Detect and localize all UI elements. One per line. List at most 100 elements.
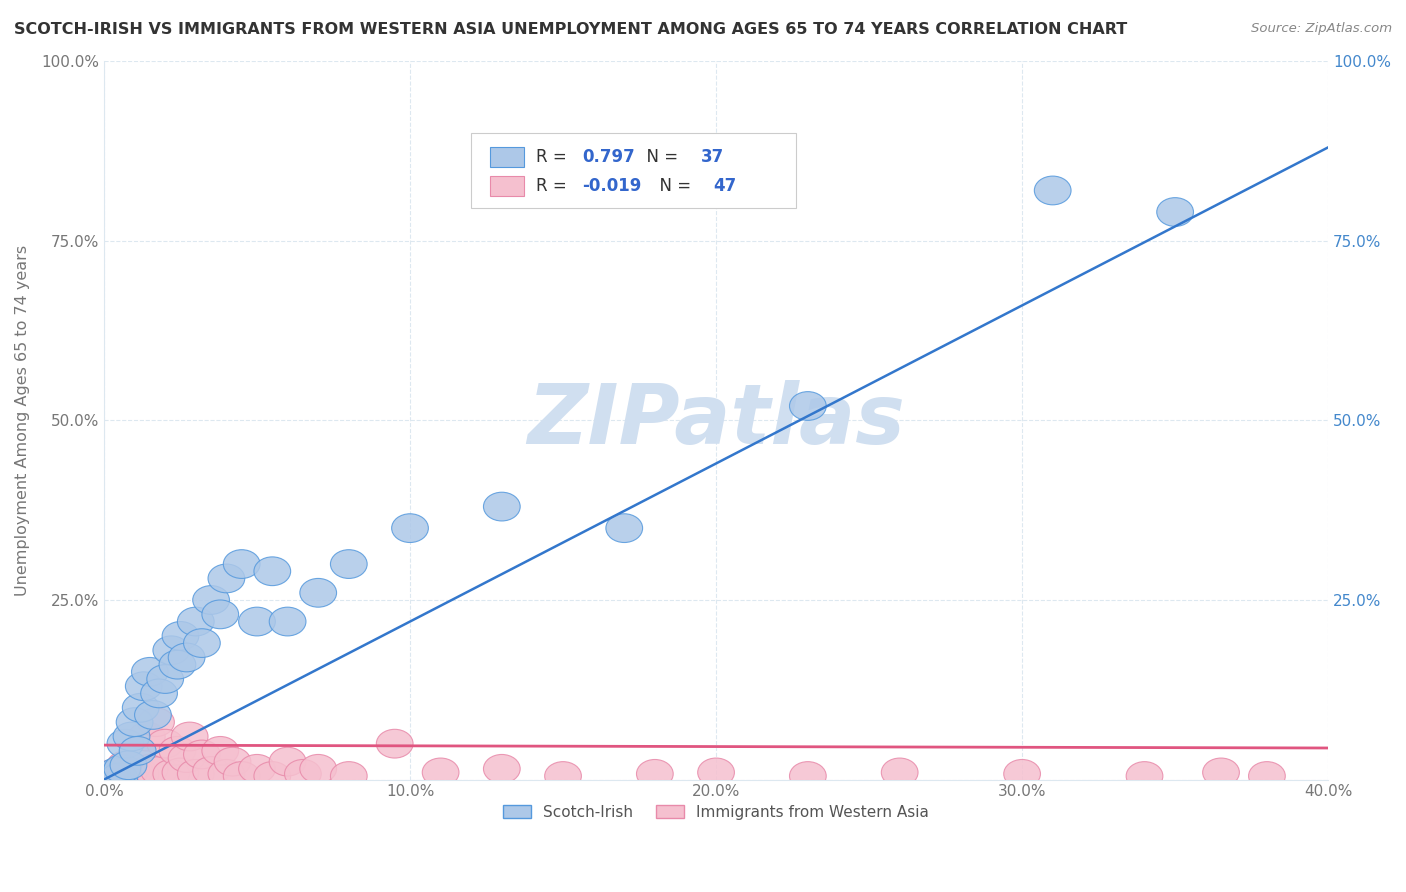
Ellipse shape	[98, 763, 135, 791]
FancyBboxPatch shape	[471, 133, 796, 209]
Ellipse shape	[422, 758, 458, 787]
Ellipse shape	[101, 758, 138, 787]
Ellipse shape	[330, 762, 367, 790]
Ellipse shape	[208, 759, 245, 789]
Text: N =: N =	[637, 148, 683, 167]
Ellipse shape	[284, 759, 321, 789]
Ellipse shape	[146, 665, 184, 693]
Ellipse shape	[377, 730, 413, 758]
Ellipse shape	[1126, 762, 1163, 790]
Ellipse shape	[146, 730, 184, 758]
Ellipse shape	[104, 762, 141, 790]
Ellipse shape	[125, 672, 162, 700]
Ellipse shape	[169, 744, 205, 772]
Ellipse shape	[122, 693, 159, 723]
Ellipse shape	[224, 549, 260, 578]
Ellipse shape	[153, 759, 190, 789]
Ellipse shape	[790, 392, 827, 420]
Ellipse shape	[117, 756, 153, 785]
Ellipse shape	[193, 586, 229, 615]
Ellipse shape	[135, 700, 172, 730]
Ellipse shape	[184, 629, 221, 657]
Ellipse shape	[117, 707, 153, 737]
Ellipse shape	[392, 514, 429, 542]
Ellipse shape	[1202, 758, 1239, 787]
Ellipse shape	[299, 578, 336, 607]
Ellipse shape	[141, 756, 177, 785]
Text: R =: R =	[536, 148, 572, 167]
Ellipse shape	[254, 557, 291, 586]
Ellipse shape	[193, 756, 229, 785]
Text: SCOTCH-IRISH VS IMMIGRANTS FROM WESTERN ASIA UNEMPLOYMENT AMONG AGES 65 TO 74 YE: SCOTCH-IRISH VS IMMIGRANTS FROM WESTERN …	[14, 22, 1128, 37]
Ellipse shape	[202, 600, 239, 629]
Ellipse shape	[128, 723, 165, 751]
Ellipse shape	[202, 737, 239, 765]
Ellipse shape	[790, 762, 827, 790]
Ellipse shape	[132, 755, 169, 783]
Ellipse shape	[637, 759, 673, 789]
Ellipse shape	[1157, 198, 1194, 227]
Ellipse shape	[94, 759, 132, 789]
Ellipse shape	[159, 650, 195, 679]
Ellipse shape	[98, 758, 135, 787]
Ellipse shape	[177, 759, 214, 789]
Ellipse shape	[184, 740, 221, 769]
FancyBboxPatch shape	[489, 147, 524, 168]
Ellipse shape	[89, 762, 125, 790]
Ellipse shape	[606, 514, 643, 542]
Ellipse shape	[107, 751, 143, 780]
Ellipse shape	[101, 763, 138, 792]
Ellipse shape	[91, 762, 128, 790]
Ellipse shape	[120, 737, 156, 765]
Ellipse shape	[484, 492, 520, 521]
Ellipse shape	[239, 607, 276, 636]
Ellipse shape	[544, 762, 582, 790]
Ellipse shape	[162, 758, 198, 787]
Ellipse shape	[269, 747, 307, 776]
Ellipse shape	[239, 755, 276, 783]
Ellipse shape	[107, 730, 143, 758]
Ellipse shape	[172, 723, 208, 751]
Text: R =: R =	[536, 178, 572, 195]
Ellipse shape	[112, 723, 150, 751]
Ellipse shape	[138, 707, 174, 737]
FancyBboxPatch shape	[489, 176, 524, 196]
Ellipse shape	[141, 679, 177, 707]
Ellipse shape	[697, 758, 734, 787]
Ellipse shape	[159, 737, 195, 765]
Ellipse shape	[112, 755, 150, 783]
Text: 37: 37	[702, 148, 724, 167]
Ellipse shape	[169, 643, 205, 672]
Ellipse shape	[104, 755, 141, 783]
Ellipse shape	[269, 607, 307, 636]
Text: 0.797: 0.797	[582, 148, 636, 167]
Text: -0.019: -0.019	[582, 178, 643, 195]
Ellipse shape	[132, 657, 169, 686]
Ellipse shape	[94, 764, 132, 792]
Ellipse shape	[91, 763, 128, 792]
Ellipse shape	[122, 759, 159, 789]
Ellipse shape	[1004, 759, 1040, 789]
Ellipse shape	[214, 747, 250, 776]
Ellipse shape	[153, 636, 190, 665]
Text: Source: ZipAtlas.com: Source: ZipAtlas.com	[1251, 22, 1392, 36]
Ellipse shape	[1035, 176, 1071, 205]
Ellipse shape	[254, 762, 291, 790]
Legend: Scotch-Irish, Immigrants from Western Asia: Scotch-Irish, Immigrants from Western As…	[498, 798, 935, 826]
Text: 47: 47	[714, 178, 737, 195]
Ellipse shape	[110, 751, 146, 780]
Ellipse shape	[162, 622, 198, 650]
Ellipse shape	[484, 755, 520, 783]
Ellipse shape	[330, 549, 367, 578]
Ellipse shape	[299, 755, 336, 783]
Ellipse shape	[208, 564, 245, 593]
Ellipse shape	[120, 737, 156, 765]
Ellipse shape	[1249, 762, 1285, 790]
Ellipse shape	[882, 758, 918, 787]
Y-axis label: Unemployment Among Ages 65 to 74 years: Unemployment Among Ages 65 to 74 years	[15, 244, 30, 596]
Text: ZIPatlas: ZIPatlas	[527, 380, 905, 461]
Text: N =: N =	[648, 178, 696, 195]
Ellipse shape	[224, 762, 260, 790]
Ellipse shape	[177, 607, 214, 636]
Ellipse shape	[110, 759, 146, 789]
